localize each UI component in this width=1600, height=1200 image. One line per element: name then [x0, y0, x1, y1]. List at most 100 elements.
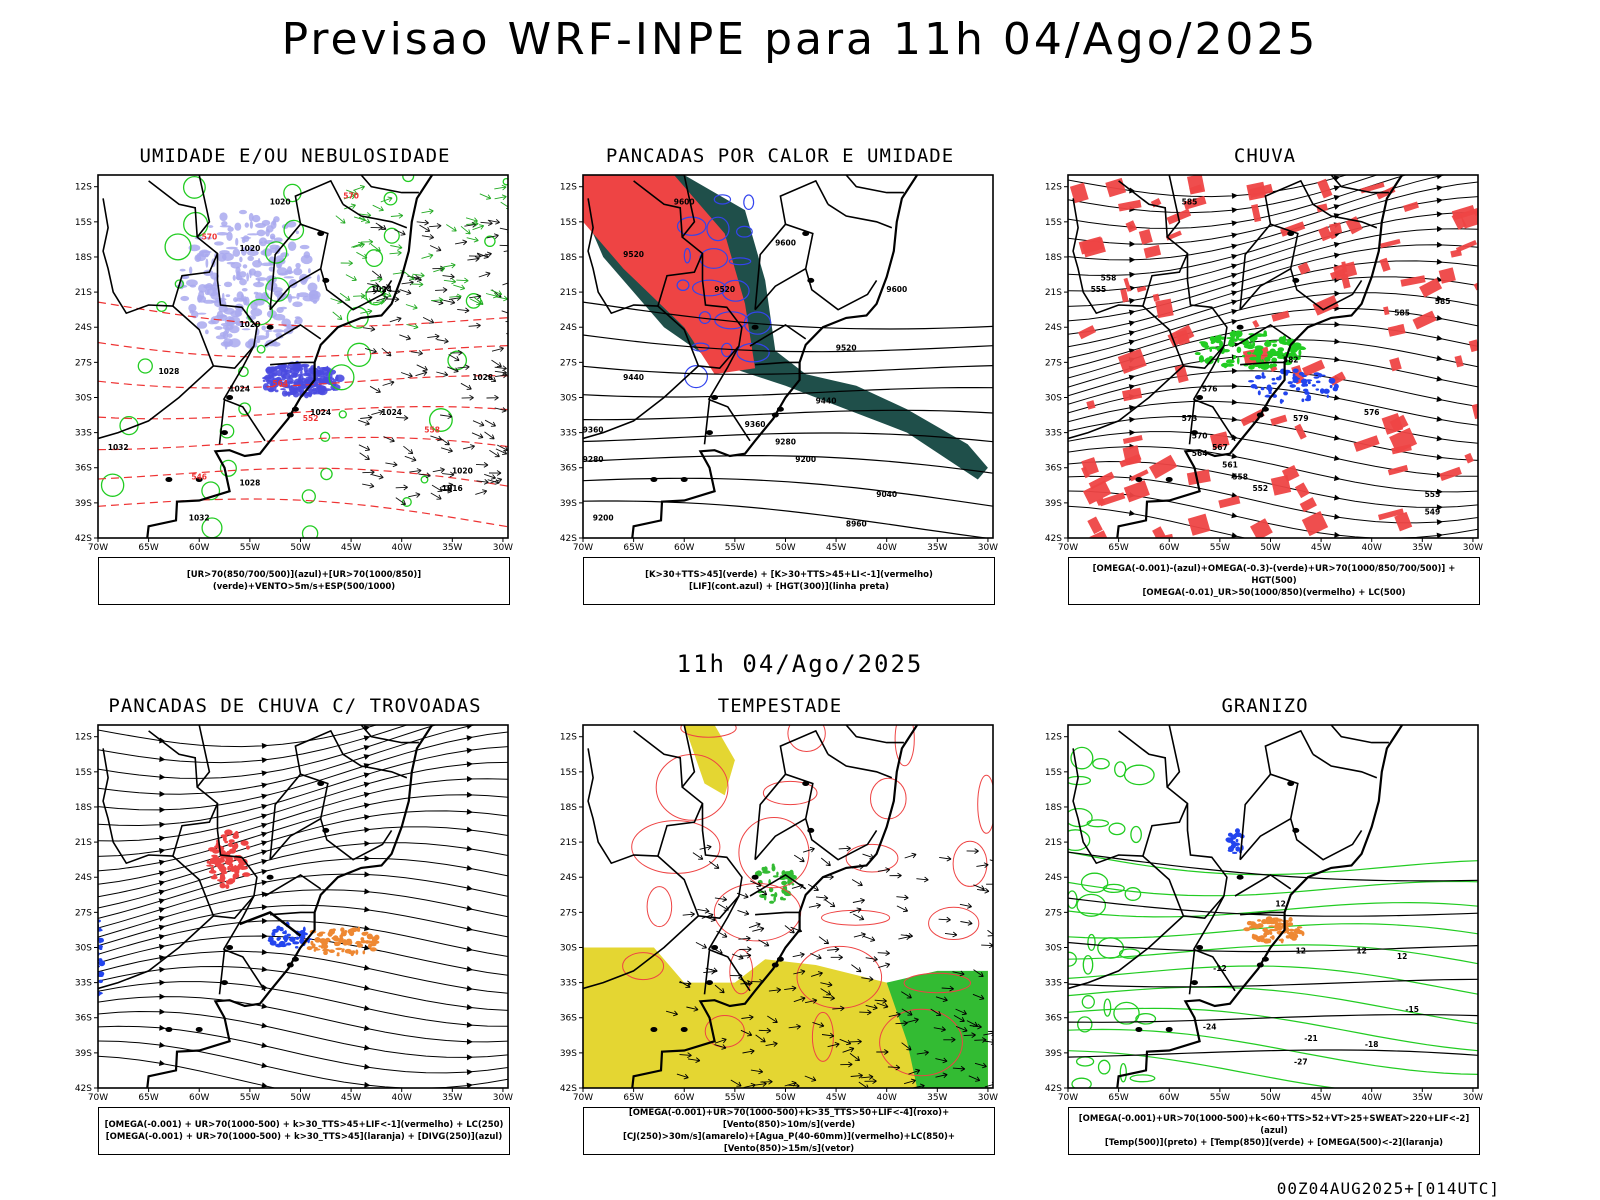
- streamline-arrow: [159, 993, 166, 1000]
- political-border: [1166, 175, 1181, 238]
- shade-cell: [325, 371, 328, 377]
- contour-label: 1032: [108, 443, 129, 452]
- wind-vector: [471, 432, 484, 439]
- lon-label: 30W: [978, 543, 998, 553]
- lat-label: 42S: [1045, 1084, 1062, 1094]
- shade-cell: [276, 369, 283, 377]
- lake: [221, 980, 228, 986]
- shade-cell: [318, 386, 322, 392]
- wind-vector: [838, 845, 851, 852]
- wind-vector: [389, 250, 402, 256]
- panel-trovoadas: PANCADAS DE CHUVA C/ TROVOADAS 12S 15S 18S…: [60, 695, 530, 1165]
- lake: [711, 945, 719, 950]
- wind-vector: [986, 881, 993, 888]
- shade-cell: [1278, 350, 1283, 357]
- contour-label: -15: [1405, 1005, 1419, 1014]
- lake: [322, 277, 330, 283]
- lake: [1261, 406, 1269, 412]
- streamline-arrow: [1333, 252, 1341, 259]
- streamline-arrow: [466, 905, 473, 912]
- shade-cell: [253, 299, 265, 306]
- lake: [776, 956, 784, 962]
- shade-cell: [1298, 371, 1305, 376]
- wind-vector: [930, 1008, 942, 1016]
- shade-cell: [289, 936, 296, 942]
- lat-label: 36S: [560, 1014, 577, 1024]
- lake: [802, 231, 810, 236]
- lat-label: 42S: [75, 534, 92, 544]
- temp850-contour: [1071, 1077, 1092, 1088]
- rain-cell: [1175, 329, 1191, 346]
- streamline-arrow: [364, 906, 371, 913]
- shade-cell: [207, 225, 214, 228]
- political-border: [754, 267, 878, 311]
- water-contour: [631, 820, 721, 874]
- rain-cell: [1438, 267, 1456, 284]
- map-background: [98, 175, 508, 538]
- lon-label: 60W: [1159, 543, 1179, 553]
- shade-cell: [335, 947, 343, 951]
- streamline-arrow: [1333, 194, 1341, 201]
- shade-cell: [1247, 351, 1252, 355]
- shade-cell: [1323, 388, 1330, 394]
- streamline-arrow: [1128, 384, 1136, 390]
- rain-cell: [1118, 199, 1142, 212]
- coastline: [1116, 175, 1404, 538]
- shade-cell: [1197, 352, 1201, 356]
- shade-cell: [1261, 918, 1268, 925]
- shade-cell: [273, 216, 280, 223]
- wind-vector: [450, 349, 463, 356]
- streamline-arrow: [1334, 290, 1341, 297]
- shade-cell: [1287, 381, 1293, 385]
- contour-line: [1068, 978, 1478, 988]
- wind-vector: [476, 479, 489, 485]
- shade-cell: [1267, 387, 1272, 393]
- shade-cell: [98, 979, 103, 984]
- wind-vector: [966, 848, 979, 854]
- shade-cell: [303, 391, 313, 397]
- shade-cell: [238, 209, 247, 215]
- lat-label: 18S: [75, 253, 92, 263]
- shade-cell: [371, 939, 378, 943]
- lon-label: 70W: [1058, 543, 1078, 553]
- streamline-arrow: [1436, 544, 1443, 551]
- rain-cell: [1378, 508, 1404, 521]
- shade-cell: [256, 229, 266, 237]
- shade-cell: [300, 369, 303, 376]
- streamline-arrow: [261, 831, 268, 838]
- political-border: [294, 179, 344, 225]
- shade-cell: [369, 947, 377, 952]
- humidity-contour: [383, 227, 400, 244]
- streamline-arrow: [1231, 281, 1238, 288]
- lat-label: 18S: [1045, 803, 1062, 813]
- shade-cell: [302, 926, 306, 932]
- streamline-arrow: [159, 821, 166, 828]
- shade-cell: [1319, 374, 1326, 377]
- shade-cell: [1329, 384, 1333, 389]
- streamline-arrow: [1128, 374, 1136, 381]
- shade-cell: [93, 954, 96, 958]
- shade-cell: [1269, 348, 1276, 355]
- shade-cell: [227, 226, 234, 232]
- water-contour: [894, 725, 915, 767]
- lif-contour: [743, 194, 755, 210]
- shade-cell: [1278, 336, 1285, 344]
- wind-vector: [935, 996, 948, 1003]
- wind-vector: [486, 233, 499, 239]
- lat-label: 36S: [75, 464, 92, 474]
- shade-cell: [318, 366, 329, 370]
- lake: [807, 827, 815, 833]
- humidity-contour: [219, 459, 237, 477]
- map-layers: 12 12 12 12 -12 -15 -18 -21 -24 -27: [1068, 725, 1478, 1088]
- streamline-arrow: [159, 756, 166, 763]
- contour-label: 1024: [371, 285, 392, 294]
- shade-cell: [219, 882, 226, 889]
- shade-cell: [253, 291, 259, 295]
- wind-vector: [439, 437, 450, 446]
- wind-vector: [494, 194, 507, 201]
- political-border: [754, 773, 814, 860]
- shade-cell: [320, 939, 323, 943]
- shade-cell: [1272, 343, 1277, 347]
- shade-cell: [204, 253, 209, 258]
- wind-vector: [788, 1023, 801, 1030]
